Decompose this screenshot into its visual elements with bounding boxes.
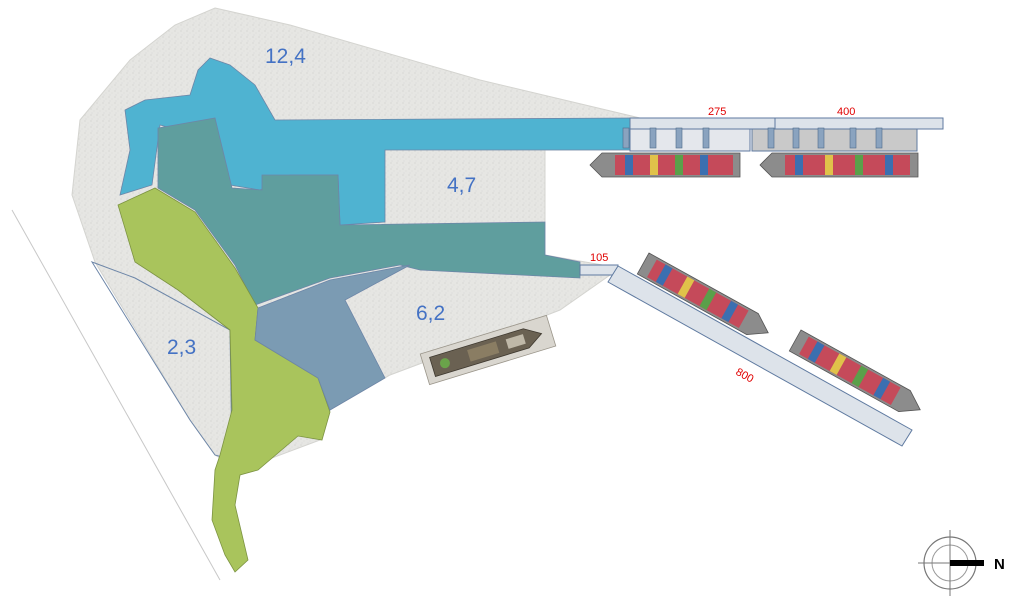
ship-north-1 — [589, 152, 741, 178]
area-label-west: 2,3 — [167, 336, 196, 359]
compass-north-letter: N — [994, 556, 1005, 573]
quay-north-a — [629, 117, 776, 130]
ship-north-2 — [759, 152, 919, 178]
quay-east-long — [607, 265, 913, 447]
area-label-south: 6,2 — [416, 302, 445, 325]
north-cranes — [622, 127, 883, 149]
area-label-north: 12,4 — [265, 45, 306, 68]
quay-east-short — [579, 264, 619, 276]
quay-north-yard-b — [751, 128, 918, 152]
zone-teal — [157, 117, 581, 306]
ship-east-2 — [788, 329, 921, 412]
berth-length-275: 275 — [708, 106, 726, 118]
area-label-basin: 4,7 — [447, 174, 476, 197]
zone-slate — [254, 264, 411, 411]
vessel-south — [419, 314, 557, 386]
berth-length-105: 105 — [590, 252, 608, 264]
berth-length-800: 800 — [734, 366, 756, 385]
compass-icon — [918, 530, 984, 596]
ship-east-1 — [636, 252, 769, 335]
quay-north-b — [774, 117, 944, 130]
quay-north-yard-a — [629, 128, 751, 152]
shoreline-line — [11, 209, 221, 581]
zone-green — [117, 187, 331, 573]
berth-length-400: 400 — [837, 106, 855, 118]
